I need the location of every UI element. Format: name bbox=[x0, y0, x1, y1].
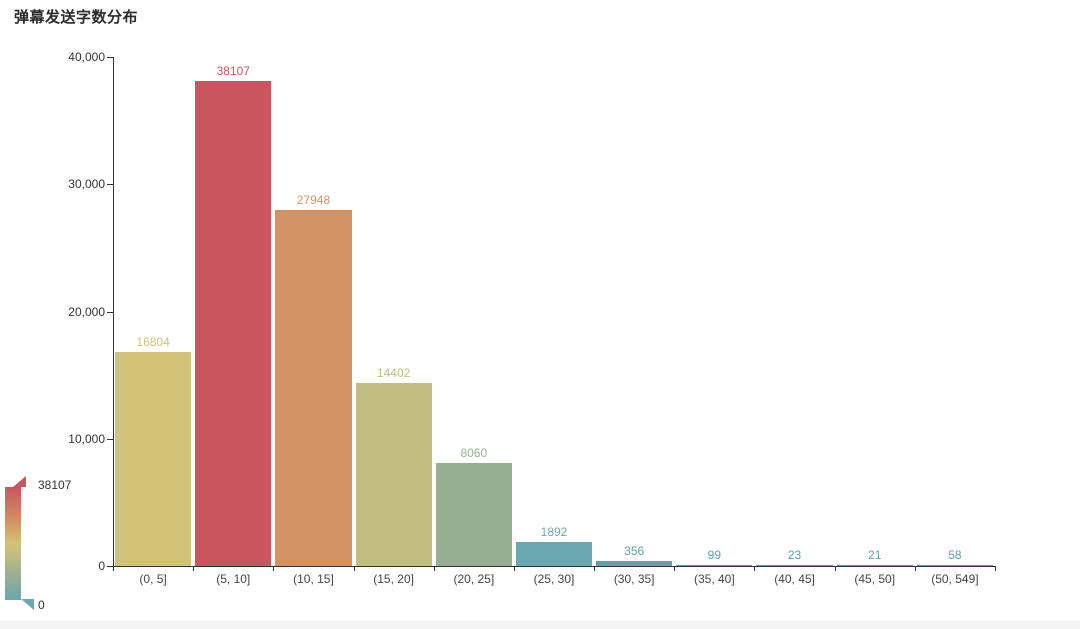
x-axis-tick bbox=[674, 566, 676, 571]
y-axis-tick-label: 30,000 bbox=[68, 177, 105, 192]
x-axis-category-label: (20, 25] bbox=[453, 572, 495, 586]
x-axis-category-label: (30, 35] bbox=[613, 572, 655, 586]
bar[interactable] bbox=[916, 565, 993, 566]
bar-value-label: 21 bbox=[868, 548, 882, 562]
y-axis-line bbox=[113, 57, 114, 566]
bar-value-label: 27948 bbox=[296, 193, 331, 208]
bar-value-label: 1892 bbox=[540, 524, 568, 539]
x-axis-category-label: (50, 549] bbox=[931, 572, 979, 586]
x-axis-category-label: (25, 30] bbox=[533, 572, 575, 586]
x-axis-tick bbox=[113, 566, 114, 571]
x-axis-tick bbox=[834, 566, 836, 571]
bar-value-label: 99 bbox=[707, 547, 722, 562]
bar[interactable] bbox=[435, 463, 512, 566]
bar-value-label: 14402 bbox=[376, 365, 411, 380]
y-axis-tick-label: 20,000 bbox=[68, 304, 105, 319]
visualmap-gradient-bar[interactable] bbox=[5, 487, 21, 600]
y-axis-tick bbox=[107, 438, 113, 440]
bar-value-label: 16804 bbox=[136, 335, 170, 350]
bar-value-label: 38107 bbox=[216, 64, 250, 79]
bar[interactable] bbox=[195, 81, 272, 566]
y-axis-tick-label: 40,000 bbox=[68, 50, 105, 64]
x-axis-category-label: (5, 10] bbox=[216, 572, 251, 586]
x-axis-tick bbox=[353, 566, 355, 571]
bar[interactable] bbox=[275, 210, 352, 566]
x-axis-tick bbox=[273, 566, 275, 571]
bar[interactable] bbox=[355, 382, 432, 566]
visualmap-max-label: 38107 bbox=[38, 478, 72, 492]
chart-title: 弹幕发送字数分布 bbox=[14, 9, 139, 26]
x-axis-tick bbox=[995, 566, 996, 571]
x-axis-line bbox=[113, 566, 995, 567]
x-axis-tick bbox=[513, 566, 515, 571]
visualmap-min-label: 0 bbox=[38, 598, 45, 612]
x-axis-category-label: (45, 50] bbox=[854, 572, 896, 586]
y-axis-tick bbox=[107, 566, 113, 567]
bar[interactable] bbox=[596, 561, 673, 566]
bar-value-label: 8060 bbox=[460, 446, 488, 461]
x-axis-category-label: (40, 45] bbox=[774, 572, 815, 586]
bar[interactable] bbox=[836, 565, 913, 566]
visualmap-min-handle-icon[interactable] bbox=[21, 599, 34, 610]
x-axis-tick bbox=[433, 566, 435, 571]
y-axis-tick bbox=[107, 184, 113, 186]
y-axis-tick bbox=[107, 311, 113, 313]
bar-value-label: 23 bbox=[787, 548, 802, 562]
visualmap-max-handle-icon[interactable] bbox=[13, 476, 26, 487]
y-axis-tick bbox=[107, 57, 113, 58]
bar[interactable] bbox=[756, 565, 833, 566]
x-axis-category-label: (35, 40] bbox=[694, 572, 735, 586]
bar-value-label: 356 bbox=[624, 544, 645, 559]
bar[interactable] bbox=[676, 564, 753, 566]
y-axis-tick-label: 10,000 bbox=[68, 431, 105, 446]
bar-value-label: 58 bbox=[948, 548, 962, 562]
page-bottom-strip bbox=[0, 621, 1080, 629]
x-axis-category-label: (0, 5] bbox=[139, 572, 167, 586]
y-axis-tick-label: 0 bbox=[98, 559, 105, 573]
x-axis-tick bbox=[594, 566, 596, 571]
x-axis-category-label: (15, 20] bbox=[373, 572, 414, 586]
x-axis-tick bbox=[914, 566, 916, 571]
x-axis-tick bbox=[754, 566, 756, 571]
bar[interactable] bbox=[515, 541, 593, 566]
bar[interactable] bbox=[115, 352, 192, 566]
x-axis-tick bbox=[193, 566, 195, 571]
x-axis-category-label: (10, 15] bbox=[293, 572, 334, 586]
